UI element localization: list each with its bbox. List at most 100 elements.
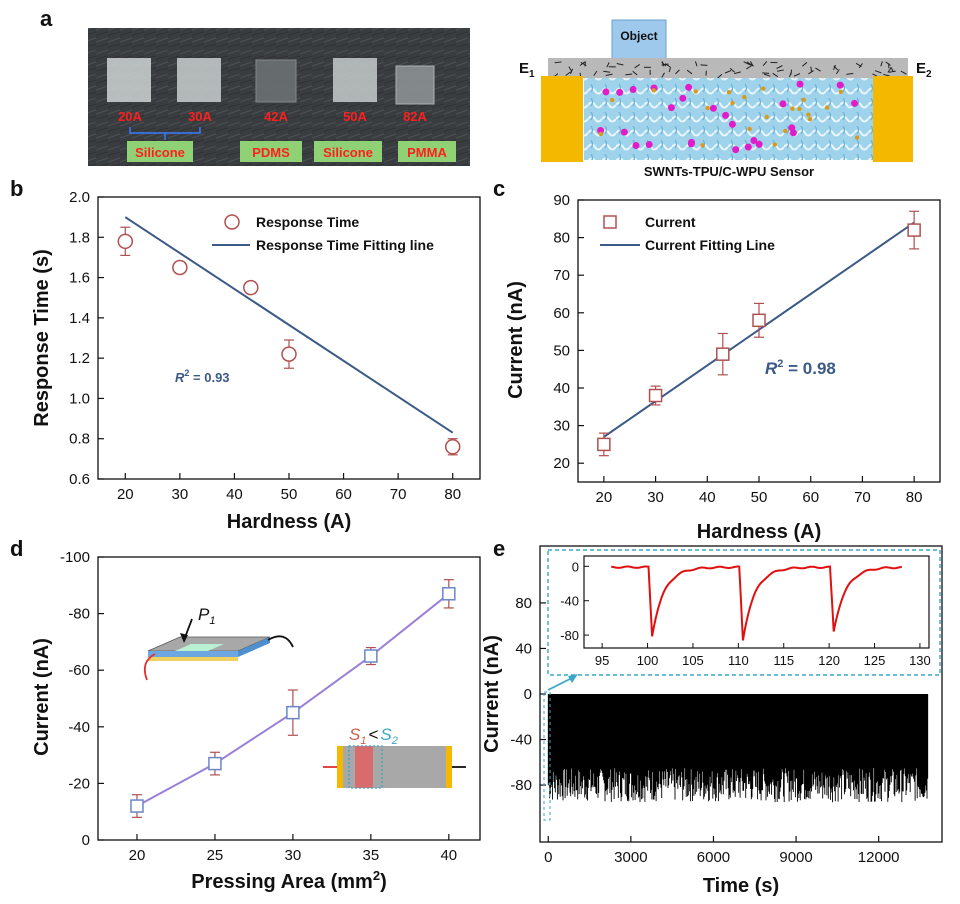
x-label-end: ) — [380, 871, 387, 893]
particle-orange — [761, 86, 766, 91]
y-tick-label: -100 — [60, 549, 90, 566]
y-tick-label: 0.8 — [69, 431, 90, 448]
material-label: Silicone — [323, 145, 373, 160]
x-tick-label: 40 — [440, 847, 457, 864]
press-arrowhead — [180, 633, 188, 643]
panel-letter-c: c — [493, 176, 505, 201]
particle-orange — [651, 88, 656, 93]
inset-trace — [611, 565, 903, 641]
y-tick-label: 1.4 — [69, 310, 90, 327]
x-tick-label: 80 — [906, 489, 923, 506]
particle-orange — [700, 143, 705, 148]
data-point — [281, 346, 297, 362]
y-tick-label: 1.6 — [69, 270, 90, 287]
sample-label: 82A — [403, 109, 427, 124]
particle-magenta — [616, 88, 624, 96]
material-box — [314, 141, 382, 162]
nanotube — [887, 67, 892, 73]
particle-orange — [772, 142, 777, 147]
particle-orange — [783, 128, 788, 134]
y-tick-label: 80 — [553, 230, 570, 247]
legend-marker — [603, 215, 617, 229]
r-sup: 2 — [184, 368, 189, 378]
legend-label: Response Time — [256, 214, 359, 230]
chart-c: 20 30 40 50 60 70 80 20 30 40 50 60 70 80 90 Current Cur… — [505, 192, 922, 543]
nanotube — [606, 62, 610, 68]
particle-orange — [801, 97, 806, 103]
particle-magenta — [632, 142, 640, 149]
inset-x-tick-label: 125 — [864, 653, 886, 668]
sample-label: 20A — [118, 109, 142, 124]
panel-e: e 0 3000 6000 9000 12000 80 40 0 -40 -80 95 100 105 1… — [481, 536, 943, 897]
fit-line — [124, 216, 454, 434]
nanotube — [570, 68, 573, 74]
inset-x-tick-label: 130 — [909, 653, 931, 668]
chart-d: 20 25 30 35 40 0 -20 -40 -60 -80 -100 Pressing Area… — [31, 549, 457, 893]
data-point — [364, 649, 378, 663]
zoom-region — [543, 691, 551, 821]
panel-letter-d: d — [10, 536, 23, 561]
y-tick-label: 1.8 — [69, 229, 90, 246]
x-tick-label: 0 — [544, 849, 552, 866]
y-tick-label: 0.6 — [69, 471, 90, 488]
y-tick-label: -40 — [68, 719, 90, 736]
nanotube — [734, 71, 741, 75]
chart-e: 0 3000 6000 9000 12000 80 40 0 -40 -80 95 100 105 110… — [481, 549, 941, 897]
device-bottom — [148, 657, 238, 661]
electrode-label-e1: E1 — [519, 60, 535, 80]
particle-magenta — [796, 80, 804, 88]
particle-orange — [598, 131, 604, 137]
bracket — [129, 127, 201, 140]
x-tick-label: 50 — [281, 486, 298, 503]
material-label: Silicone — [135, 145, 185, 160]
sample-square — [107, 58, 151, 102]
particle-orange — [806, 112, 811, 117]
r-sup: 2 — [777, 358, 783, 370]
y-tick-label: 1.0 — [69, 390, 90, 407]
x-tick-label: 70 — [390, 486, 407, 503]
inset-frame — [583, 555, 930, 649]
x-tick-label: 40 — [226, 486, 243, 503]
data-point — [130, 799, 144, 813]
x-tick-label: 3000 — [614, 849, 647, 866]
particle-orange — [790, 106, 795, 111]
data-point — [597, 437, 611, 452]
y-axis-label: Current (nA) — [31, 638, 53, 756]
cnt-network — [552, 61, 907, 79]
x-tick-label: 20 — [596, 489, 613, 506]
cnt-layer — [548, 58, 908, 78]
nanotube — [664, 63, 671, 68]
y-tick-label: -80 — [68, 606, 90, 623]
nanotube — [632, 70, 638, 76]
nanotube — [593, 70, 598, 76]
y-tick-label: 20 — [553, 455, 570, 472]
data-point — [442, 587, 456, 601]
legend-label: Current Fitting Line — [645, 237, 775, 253]
r-value: = 0.98 — [783, 359, 835, 378]
x-tick-label: 30 — [647, 489, 664, 506]
device-contact — [175, 644, 224, 651]
particle-orange — [742, 94, 747, 100]
data-point — [648, 388, 663, 403]
x-axis-label: Pressing Area (mm2) — [191, 868, 386, 893]
x-label-sup: 2 — [373, 868, 380, 883]
x-tick-label: 20 — [129, 847, 146, 864]
nanotube — [833, 64, 836, 70]
device-side-right — [238, 637, 270, 657]
nanotube — [700, 64, 708, 66]
data-point — [172, 259, 188, 276]
sample-label: 30A — [188, 109, 212, 124]
nanotube — [661, 61, 667, 67]
particle-orange — [764, 114, 769, 120]
inset-x-tick-label: 110 — [728, 653, 749, 668]
nanotube — [883, 73, 890, 77]
x-tick-label: 12000 — [858, 849, 900, 866]
y-tick-label: 80 — [515, 595, 532, 612]
nanotube — [815, 67, 821, 72]
particle-magenta — [667, 104, 675, 112]
material-box — [398, 141, 456, 162]
y-tick-label: 30 — [553, 418, 570, 435]
x-tick-label: 35 — [363, 847, 380, 864]
particle-magenta — [744, 143, 752, 151]
device-side — [148, 651, 238, 657]
